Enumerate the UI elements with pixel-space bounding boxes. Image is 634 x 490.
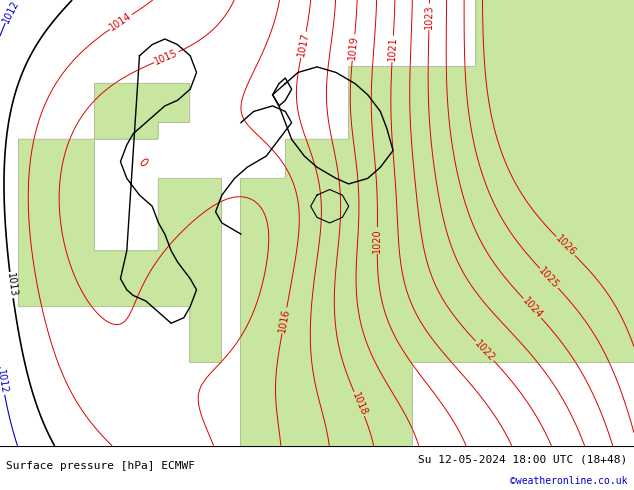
Text: 1019: 1019 xyxy=(347,35,359,60)
Text: 1024: 1024 xyxy=(521,296,545,320)
Text: 1013: 1013 xyxy=(5,272,18,298)
Text: ©weatheronline.co.uk: ©weatheronline.co.uk xyxy=(510,476,628,486)
Text: 1020: 1020 xyxy=(372,228,382,253)
Text: 1012: 1012 xyxy=(1,0,21,24)
Text: 1023: 1023 xyxy=(424,4,434,29)
Text: 1026: 1026 xyxy=(553,234,578,258)
Text: 1025: 1025 xyxy=(537,266,561,291)
Text: 1012: 1012 xyxy=(0,368,10,394)
Text: 1022: 1022 xyxy=(472,338,496,363)
Text: 1017: 1017 xyxy=(296,32,311,58)
Text: 1018: 1018 xyxy=(350,391,368,417)
Text: Su 12-05-2024 18:00 UTC (18+48): Su 12-05-2024 18:00 UTC (18+48) xyxy=(418,454,628,464)
Text: 1014: 1014 xyxy=(108,11,134,33)
Text: 1015: 1015 xyxy=(153,48,179,67)
Text: 1021: 1021 xyxy=(387,36,398,61)
Text: Surface pressure [hPa] ECMWF: Surface pressure [hPa] ECMWF xyxy=(6,461,195,471)
Text: 1016: 1016 xyxy=(277,308,292,333)
